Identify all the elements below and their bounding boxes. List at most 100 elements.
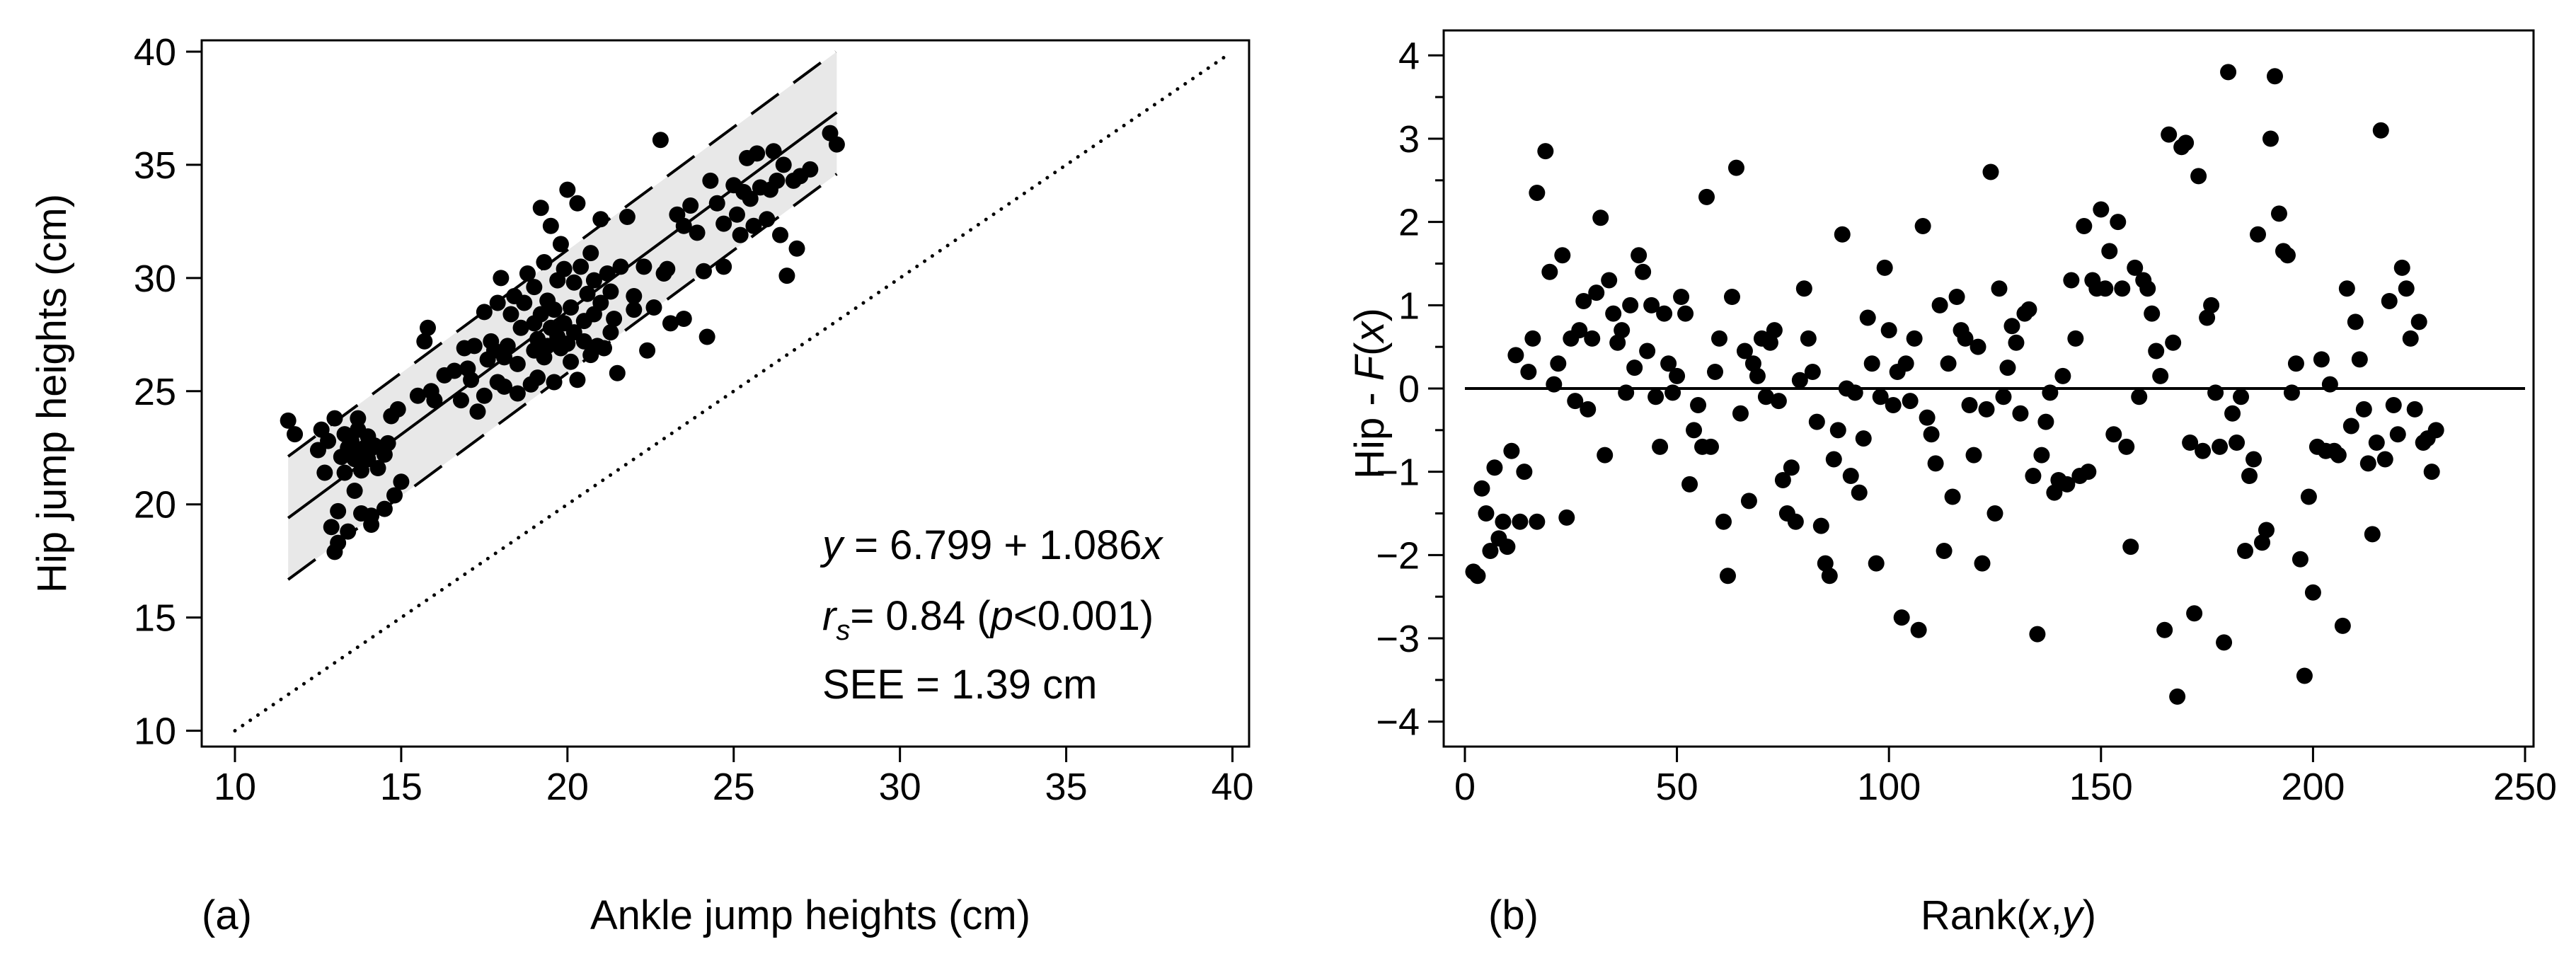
data-point — [645, 299, 662, 316]
residual-point — [1546, 376, 1563, 393]
b-ylabel-open: ( — [1347, 342, 1393, 355]
residual-point — [1991, 280, 2008, 297]
residual-point — [2347, 313, 2364, 330]
data-point — [350, 410, 367, 427]
residual-point — [1618, 384, 1635, 401]
residual-point — [1558, 509, 1575, 526]
a-xtick-label: 40 — [1211, 766, 1253, 808]
data-point — [559, 181, 576, 198]
eq-x-var: x — [1139, 522, 1163, 568]
residual-point — [2246, 451, 2262, 468]
data-point — [585, 272, 602, 289]
data-point — [599, 265, 616, 282]
data-point — [575, 333, 592, 350]
residual-point — [2012, 405, 2029, 422]
data-point — [612, 258, 629, 275]
data-point — [466, 338, 483, 355]
residual-point — [1495, 513, 1512, 530]
residual-point — [1800, 330, 1817, 347]
data-point — [452, 392, 469, 409]
residual-point — [1965, 447, 1982, 464]
residual-point — [1681, 476, 1698, 493]
data-point — [280, 412, 297, 429]
data-point — [496, 378, 513, 395]
residual-point — [1829, 422, 1846, 439]
data-point — [745, 217, 762, 234]
a-ytick-label: 20 — [134, 484, 176, 526]
data-point — [542, 217, 559, 234]
residual-point — [2250, 226, 2267, 243]
residual-point — [2338, 280, 2355, 297]
residual-point — [1656, 305, 1673, 322]
residual-point — [2110, 214, 2127, 231]
residual-point — [1774, 471, 1791, 488]
data-point — [788, 240, 805, 257]
residual-point — [1995, 389, 2012, 405]
residual-point — [1507, 347, 1524, 364]
residual-point — [1957, 330, 1974, 347]
data-point — [689, 224, 706, 241]
residual-point — [1473, 480, 1490, 497]
residual-point — [1986, 505, 2003, 522]
data-point — [675, 310, 692, 327]
corr-sub: s — [836, 615, 850, 646]
data-point — [416, 333, 433, 350]
residual-point — [1978, 401, 1995, 418]
data-point — [569, 372, 586, 389]
data-point — [626, 287, 643, 304]
residual-point — [2410, 313, 2427, 330]
residual-point — [2105, 426, 2122, 443]
residual-point — [2195, 442, 2212, 459]
data-point — [592, 294, 609, 311]
residual-point — [1626, 359, 1643, 376]
residual-point — [1808, 413, 1825, 430]
residual-point — [1703, 438, 1720, 455]
residual-point — [2233, 389, 2250, 405]
residual-point — [2304, 584, 2321, 601]
residual-point — [2406, 401, 2423, 418]
residual-point — [1927, 455, 1944, 472]
residual-point — [1855, 430, 1872, 447]
residual-point — [1859, 309, 1876, 326]
upper-prediction-line — [287, 50, 837, 458]
residual-point — [1970, 338, 1986, 355]
residual-point — [1529, 513, 1546, 530]
data-point — [330, 534, 347, 551]
residual-point — [1974, 555, 1991, 572]
residual-point — [1482, 542, 1499, 559]
residual-point — [2216, 634, 2233, 651]
residual-point — [2258, 522, 2275, 539]
residual-point — [1757, 389, 1774, 405]
data-point — [769, 172, 786, 189]
residual-point — [1660, 355, 1677, 372]
a-xtick-label: 30 — [879, 766, 921, 808]
residual-point — [1893, 609, 1910, 626]
panel-b-ylabel: Hip - F(x) — [1347, 308, 1393, 479]
data-point — [499, 338, 516, 355]
residual-point — [2423, 464, 2440, 480]
data-point — [316, 464, 333, 481]
data-point — [546, 301, 563, 318]
residual-point — [2292, 551, 2308, 568]
data-point — [715, 258, 732, 275]
residual-point — [2203, 297, 2220, 313]
data-point — [636, 258, 652, 275]
residual-point — [2020, 301, 2037, 318]
b-xtick-label: 150 — [2069, 766, 2133, 808]
residual-point — [1727, 159, 1744, 176]
residual-point — [1766, 322, 1783, 339]
data-point — [675, 217, 692, 234]
residual-point — [2287, 355, 2304, 372]
data-point — [772, 226, 789, 243]
b-ytick-label: 4 — [1398, 35, 1420, 77]
residual-point — [2283, 384, 2300, 401]
data-point — [695, 263, 712, 280]
residual-point — [2003, 318, 2020, 335]
residual-point — [1880, 322, 1897, 339]
data-point — [536, 253, 553, 270]
residual-point — [1486, 459, 1503, 476]
b-xlabel-x: x — [2028, 892, 2052, 938]
residual-point — [1812, 517, 1829, 534]
panel-a-label: (a) — [202, 892, 252, 938]
residual-point — [1931, 297, 1948, 313]
